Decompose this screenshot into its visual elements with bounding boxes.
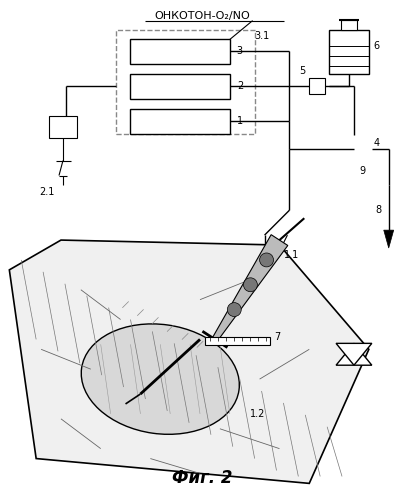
Bar xyxy=(115,30,255,134)
Text: 6: 6 xyxy=(374,42,380,51)
Polygon shape xyxy=(336,344,372,365)
Bar xyxy=(130,109,230,134)
Circle shape xyxy=(260,253,273,267)
Text: 7: 7 xyxy=(275,332,281,342)
Polygon shape xyxy=(384,230,394,248)
Polygon shape xyxy=(212,234,288,341)
Text: 9: 9 xyxy=(359,166,365,175)
Text: 8: 8 xyxy=(376,206,382,216)
Text: 1.1: 1.1 xyxy=(284,250,300,260)
Text: 5: 5 xyxy=(299,66,306,76)
Circle shape xyxy=(243,278,257,291)
Ellipse shape xyxy=(81,324,239,434)
Text: 2.1: 2.1 xyxy=(39,188,55,198)
Bar xyxy=(130,40,230,64)
Bar xyxy=(205,338,270,345)
Bar xyxy=(130,74,230,99)
Text: ОНКОТОН-О₂/NO: ОНКОТОН-О₂/NO xyxy=(154,10,250,20)
Bar xyxy=(49,116,77,138)
Text: 3.1: 3.1 xyxy=(255,32,270,42)
Text: 2: 2 xyxy=(237,81,243,91)
Polygon shape xyxy=(9,240,369,484)
Bar xyxy=(329,30,369,74)
Text: 1.2: 1.2 xyxy=(249,409,265,419)
Text: 3: 3 xyxy=(237,46,243,56)
Bar xyxy=(341,20,357,30)
Polygon shape xyxy=(336,344,372,365)
Text: 4: 4 xyxy=(374,138,380,147)
Text: Фиг. 2: Фиг. 2 xyxy=(172,470,232,488)
Circle shape xyxy=(227,302,241,316)
Bar xyxy=(309,78,325,94)
Text: 1: 1 xyxy=(237,116,243,126)
